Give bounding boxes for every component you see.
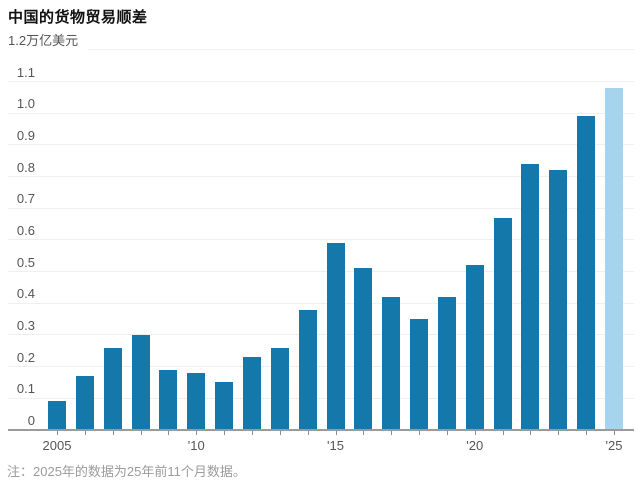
- x-tick: [57, 431, 58, 435]
- y-tick-label: 0.2: [16, 349, 35, 365]
- bar-2015: [326, 243, 345, 430]
- bar-2013: [270, 348, 289, 430]
- bar-2008: [131, 335, 150, 430]
- bar-2020: [465, 265, 484, 430]
- bar-2024: [577, 116, 596, 430]
- y-gridline: [8, 271, 634, 273]
- x-tick: [474, 431, 476, 435]
- x-tick: [614, 431, 615, 435]
- y-tick-label: 0: [27, 413, 35, 428]
- y-tick-label: 0.7: [16, 191, 35, 207]
- x-tick: [558, 431, 560, 435]
- x-tick: [196, 431, 198, 435]
- x-tick: [335, 431, 337, 435]
- x-tick-label: '20: [466, 438, 484, 453]
- x-tick: [140, 431, 142, 435]
- y-gridline: [8, 302, 634, 304]
- x-tick-label: '10: [187, 438, 205, 453]
- x-tick: [168, 431, 170, 435]
- x-tick-label: '15: [327, 438, 344, 453]
- x-tick: [530, 431, 532, 435]
- bar-2022: [521, 164, 540, 430]
- x-tick: [391, 431, 393, 435]
- x-tick: [446, 431, 448, 435]
- x-axis-line: [8, 429, 634, 431]
- y-tick-label: 0.6: [16, 222, 35, 238]
- y-gridline: [8, 334, 634, 336]
- y-gridline: [8, 144, 634, 146]
- x-tick: [279, 431, 281, 435]
- y-tick-label: 0.8: [16, 159, 35, 175]
- y-tick-label: 0.4: [16, 286, 35, 302]
- y-gridline: [8, 176, 634, 178]
- x-tick: [251, 431, 253, 435]
- y-tick-label: 0.9: [16, 127, 35, 143]
- bar-2014: [298, 310, 317, 430]
- y-gridline: [88, 49, 634, 51]
- bar-2017: [382, 297, 401, 430]
- chart-footnote: 注：2025年的数据为25年前11个月数据。: [7, 464, 246, 479]
- x-tick-label: 2005: [42, 438, 72, 453]
- bar-2011: [215, 382, 234, 430]
- x-tick: [224, 431, 226, 435]
- y-gridline: [8, 397, 634, 399]
- bar-2021: [493, 218, 512, 430]
- bar-2018: [410, 319, 429, 430]
- y-tick-label: 0.3: [16, 317, 35, 333]
- bar-2010: [187, 373, 206, 430]
- bar-2007: [103, 348, 122, 430]
- y-tick-label: 0.1: [16, 381, 35, 397]
- bar-2009: [159, 370, 178, 430]
- y-axis-unit-label: 1.2万亿美元: [8, 32, 79, 48]
- x-tick: [502, 431, 504, 435]
- y-gridline: [8, 207, 634, 209]
- chart-title: 中国的货物贸易顺差: [8, 9, 148, 26]
- x-tick: [84, 431, 86, 435]
- y-gridline: [8, 239, 634, 241]
- y-gridline: [8, 81, 634, 83]
- x-tick: [112, 431, 114, 435]
- y-gridline: [8, 112, 634, 114]
- x-tick-label: '25: [605, 438, 623, 453]
- y-tick-label: 0.5: [16, 254, 35, 270]
- x-tick: [586, 431, 588, 435]
- y-tick-label: 1.0: [16, 96, 35, 112]
- y-gridline: [8, 366, 634, 368]
- x-tick: [419, 431, 421, 435]
- x-tick: [363, 431, 365, 435]
- bar-2012: [242, 357, 261, 430]
- bar-2005: [48, 401, 66, 430]
- bar-2016: [354, 268, 373, 430]
- bar-2006: [75, 376, 94, 430]
- x-tick: [307, 431, 309, 435]
- y-tick-label: 1.1: [16, 64, 35, 80]
- bar-2019: [437, 297, 456, 430]
- bar-2023: [549, 170, 568, 430]
- bar-2025: [605, 88, 623, 430]
